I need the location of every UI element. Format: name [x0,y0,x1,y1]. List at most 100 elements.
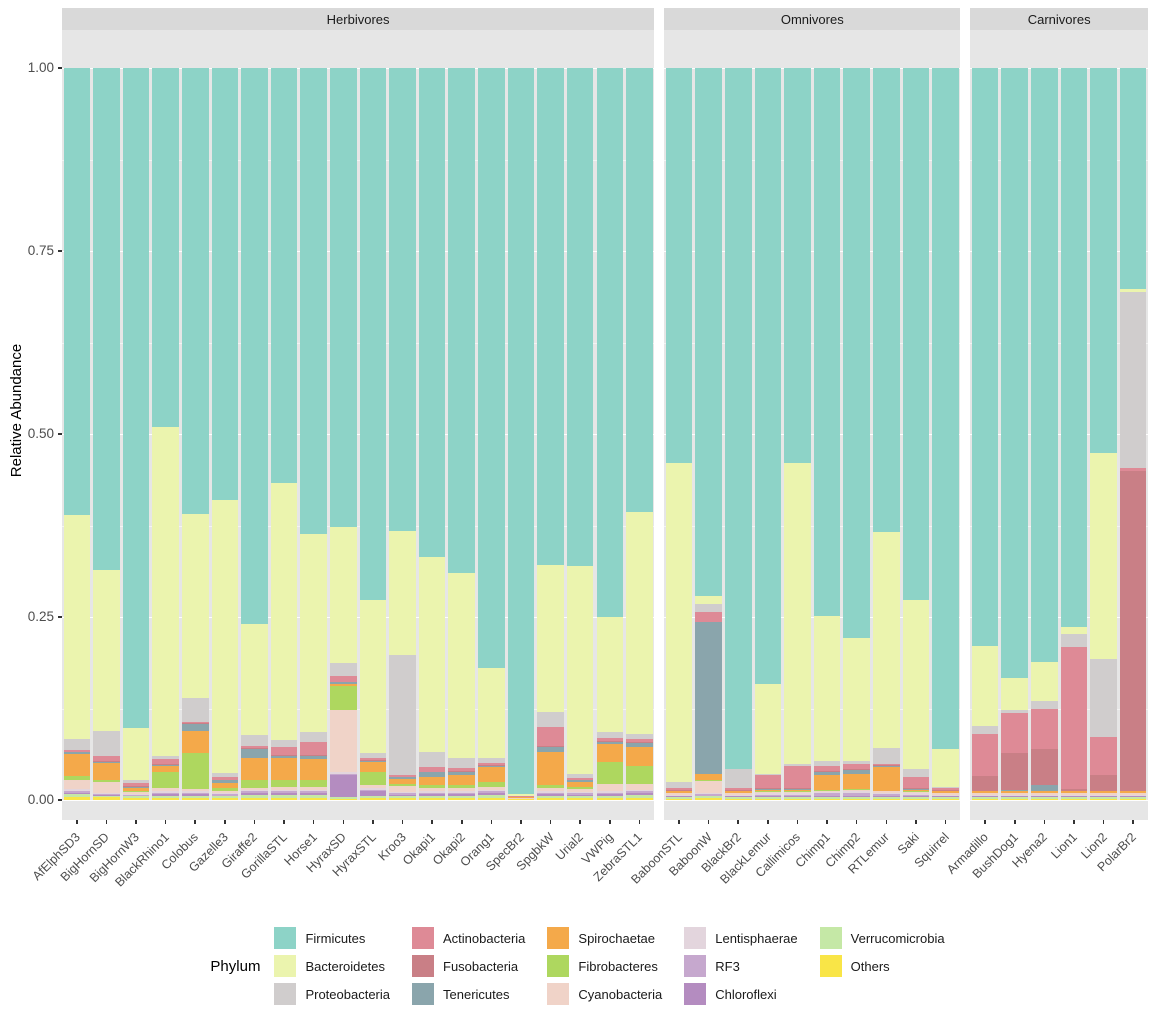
x-axis-tick-mark [105,820,108,824]
bar-segment-verrucomicrobia [971,797,999,799]
stacked-bar[interactable] [152,68,179,800]
bar-segment-fibrobacteres [932,792,959,794]
legend-item[interactable]: Lentisphaerae [684,927,798,949]
bar-segment-fusobacteria [1001,752,1029,790]
bar-segment-actinobacteria [665,788,693,790]
legend-item[interactable]: Bacteroidetes [274,955,390,977]
bar-segment-actinobacteria [507,796,535,798]
stacked-bar[interactable] [181,68,209,800]
legend-label: RF3 [715,958,740,974]
stacked-bar[interactable] [418,68,446,800]
stacked-bar[interactable] [448,68,476,800]
legend-swatch [274,927,297,949]
x-axis-tick-mark [707,820,710,824]
stacked-bar[interactable] [566,68,594,800]
stacked-bar[interactable] [63,68,91,800]
stacked-bar[interactable] [902,68,930,800]
stacked-bar[interactable] [359,68,387,800]
bar-segment-verrucomicrobia [152,795,179,798]
bar-segment-rf3 [665,795,693,797]
stacked-bar[interactable] [478,68,505,800]
bar-segment-rf3 [754,794,782,797]
legend-item[interactable]: Firmicutes [274,927,390,949]
stacked-bar[interactable] [330,68,357,800]
legend-column: Spirochaetae Fibrobacteres Cyanobacteria [547,927,662,1005]
legend-item[interactable]: Others [819,955,945,977]
bar-segment-cyanobacteria [971,793,999,795]
legend-item[interactable]: RF3 [684,955,797,977]
bar-segment-spirochaetae [843,774,870,790]
stacked-bar[interactable] [596,68,624,800]
stacked-bar[interactable] [932,68,959,800]
legend-item[interactable]: Actinobacteria [412,927,525,949]
legend-item[interactable]: Fibrobacteres [547,955,662,977]
y-axis-tick-mark [58,250,62,252]
stacked-bar[interactable] [626,68,653,800]
bar-segment-fusobacteria [872,764,900,766]
bar-segment-lentisphaerae [813,792,841,794]
stacked-bar[interactable] [93,68,120,800]
stacked-bar[interactable] [784,68,811,800]
stacked-bar[interactable] [1090,68,1117,800]
bar-segment-fibrobacteres [389,783,416,787]
stacked-bar[interactable] [507,68,535,800]
bar-segment-cyanobacteria [1060,793,1088,795]
bar-segment-firmicutes [122,68,150,728]
stacked-bar[interactable] [1031,68,1058,800]
stacked-bar[interactable] [300,68,327,800]
bar-segment-verrucomicrobia [300,794,327,798]
legend-item[interactable]: Cyanobacteria [547,983,662,1005]
bar-segment-tenericutes [270,756,298,759]
bar-segment-spirochaetae [1090,791,1117,793]
stacked-bar[interactable] [971,68,999,800]
stacked-bar[interactable] [813,68,841,800]
bar-segment-lentisphaerae [1090,794,1117,796]
bar-segment-cyanobacteria [596,783,624,792]
bar-segment-lentisphaerae [596,791,624,793]
bar-segment-proteobacteria [270,740,298,747]
bar-segment-others [389,797,416,800]
bar-segment-firmicutes [1031,68,1058,662]
stacked-bar[interactable] [241,68,268,800]
stacked-bar[interactable] [724,68,752,800]
bar-segment-proteobacteria [1119,292,1147,468]
stacked-bar[interactable] [270,68,298,800]
bar-segment-cyanobacteria [211,790,239,793]
bar-segment-spirochaetae [971,791,999,793]
stacked-bar[interactable] [537,68,564,800]
bar-segment-bacteroidetes [63,514,91,740]
bar-segment-fibrobacteres [695,780,722,782]
x-axis-tick-mark [1132,820,1134,824]
stacked-bar[interactable] [389,68,416,800]
legend-item[interactable]: Tenericutes [412,983,525,1005]
stacked-bar[interactable] [843,68,870,800]
legend-item[interactable]: Verrucomicrobia [819,927,945,949]
bar-segment-cyanobacteria [418,788,446,792]
stacked-bar[interactable] [211,68,239,800]
stacked-bar[interactable] [695,68,722,800]
legend-item[interactable]: Chloroflexi [684,983,797,1005]
stacked-bar[interactable] [754,68,782,800]
legend-item[interactable]: Proteobacteria [274,983,390,1005]
stacked-bar[interactable] [1060,68,1088,800]
bar-segment-fibrobacteres [181,753,209,790]
legend-label: Bacteroidetes [305,958,385,974]
bar-segment-others [1001,798,1029,800]
bar-segment-bacteroidetes [241,624,268,735]
bar-segment-fusobacteria [389,776,416,778]
gridline-major [62,68,655,69]
legend-item[interactable]: Spirochaetae [547,927,662,949]
stacked-bar[interactable] [665,68,693,800]
bar-segment-actinobacteria [626,738,653,743]
bar-segment-verrucomicrobia [63,794,91,798]
bar-segment-rf3 [596,792,624,795]
stacked-bar[interactable] [872,68,900,800]
bar-segment-cyanobacteria [784,792,811,794]
bar-segment-chloroflexi [902,796,930,798]
legend-item[interactable]: Fusobacteria [412,955,525,977]
stacked-bar[interactable] [1119,68,1147,800]
stacked-bar[interactable] [122,68,150,800]
bar-segment-fusobacteria [784,788,811,790]
stacked-bar[interactable] [1001,68,1029,800]
gridline-major [62,251,655,252]
